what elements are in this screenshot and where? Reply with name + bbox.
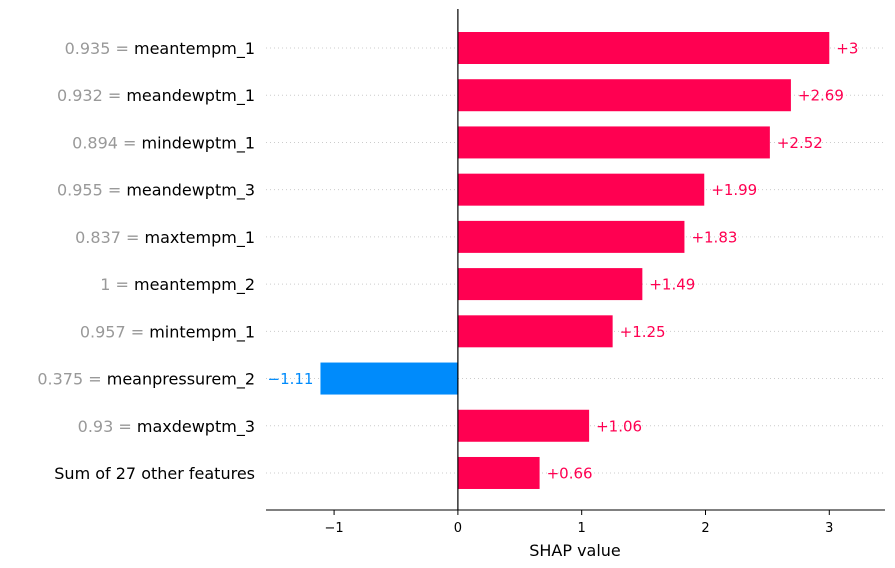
feature-label: 1 = meantempm_2 [100,275,255,295]
feature-value: 0.932 [57,86,103,105]
bars [320,32,830,489]
bar-maxdewptm_3 [457,409,590,442]
bar-meantempm_1 [457,32,830,64]
equals-sign: = [113,417,137,436]
bar-value-label: +2.69 [798,87,844,105]
equals-sign: = [126,322,150,341]
x-tick-label: −1 [325,521,344,536]
feature-name: maxdewptm_3 [137,417,255,437]
feature-label: 0.375 = meanpressurem_2 [37,370,255,390]
bar-meandewptm_3 [457,173,705,206]
bar-value-labels: +3 +2.69 +2.52 +1.99 +1.83 +1.49 +1.25 −1.11 +1.… [268,40,859,483]
equals-sign: = [110,39,134,58]
equals-sign: = [110,275,134,294]
feature-name: maxtempm_1 [145,228,255,248]
feature-label: Sum of 27 other features [54,464,255,483]
bar-value-label: +1.99 [711,181,757,199]
feature-value: 0.955 [57,181,103,200]
feature-label: 0.932 = meandewptm_1 [57,86,255,106]
bar-value-label: +1.49 [649,276,695,294]
feature-name: meandewptm_3 [126,181,255,201]
feature-name: mintempm_1 [149,322,255,342]
feature-label: 0.955 = meandewptm_3 [57,181,255,201]
feature-label: 0.957 = mintempm_1 [80,322,255,342]
x-tick-label: 3 [825,521,833,536]
bar-meanpressurem_2 [320,362,458,395]
feature-name: meantempm_1 [134,39,255,59]
feature-value: 0.837 [75,228,121,247]
row-guide-lines [266,47,885,474]
feature-value: 0.894 [72,133,118,152]
bar-value-label: +0.66 [547,464,593,482]
x-tick-label: 0 [454,521,462,536]
equals-sign: = [121,228,145,247]
feature-name: meanpressurem_2 [107,370,255,390]
feature-label: 0.894 = mindewptm_1 [72,133,255,153]
feature-value: 1 [100,275,110,294]
feature-labels: 0.935 = meantempm_10.932 = meandewptm_10… [37,39,255,483]
equals-sign: = [83,370,107,389]
feature-value: 0.93 [78,417,114,436]
feature-name: meantempm_2 [134,275,255,295]
feature-name: meandewptm_1 [126,86,255,106]
bar-value-label: +1.83 [691,228,737,246]
equals-sign: = [103,86,127,105]
feature-label: 0.935 = meantempm_1 [65,39,255,59]
equals-sign: = [118,133,142,152]
x-tick-label: 1 [578,521,586,536]
feature-value: 0.935 [65,39,111,58]
bar-value-label: +1.06 [596,417,642,435]
bar-meandewptm_1 [457,79,791,112]
bar-value-label: +3 [836,40,858,58]
bar-value-label: −1.11 [268,370,314,388]
feature-value: 0.375 [37,370,83,389]
bar-meantempm_2 [457,268,643,301]
bar-value-label: +2.52 [777,134,823,152]
x-ticks: −1 0 1 2 3 [325,510,833,536]
x-tick-label: 2 [701,521,709,536]
equals-sign: = [103,181,127,200]
bar-maxtempm_1 [457,220,685,253]
feature-label: 0.93 = maxdewptm_3 [78,417,255,437]
feature-value: 0.957 [80,322,126,341]
feature-label: 0.837 = maxtempm_1 [75,228,255,248]
bar-mintempm_1 [457,315,613,348]
x-axis-title: SHAP value [529,541,621,560]
bar-sum-of-27-other-features [457,456,540,489]
bar-value-label: +1.25 [620,323,666,341]
feature-name: Sum of 27 other features [54,464,255,483]
x-axis: −1 0 1 2 3 SHAP value [266,509,885,560]
feature-name: mindewptm_1 [142,133,255,153]
bar-mindewptm_1 [457,126,770,159]
